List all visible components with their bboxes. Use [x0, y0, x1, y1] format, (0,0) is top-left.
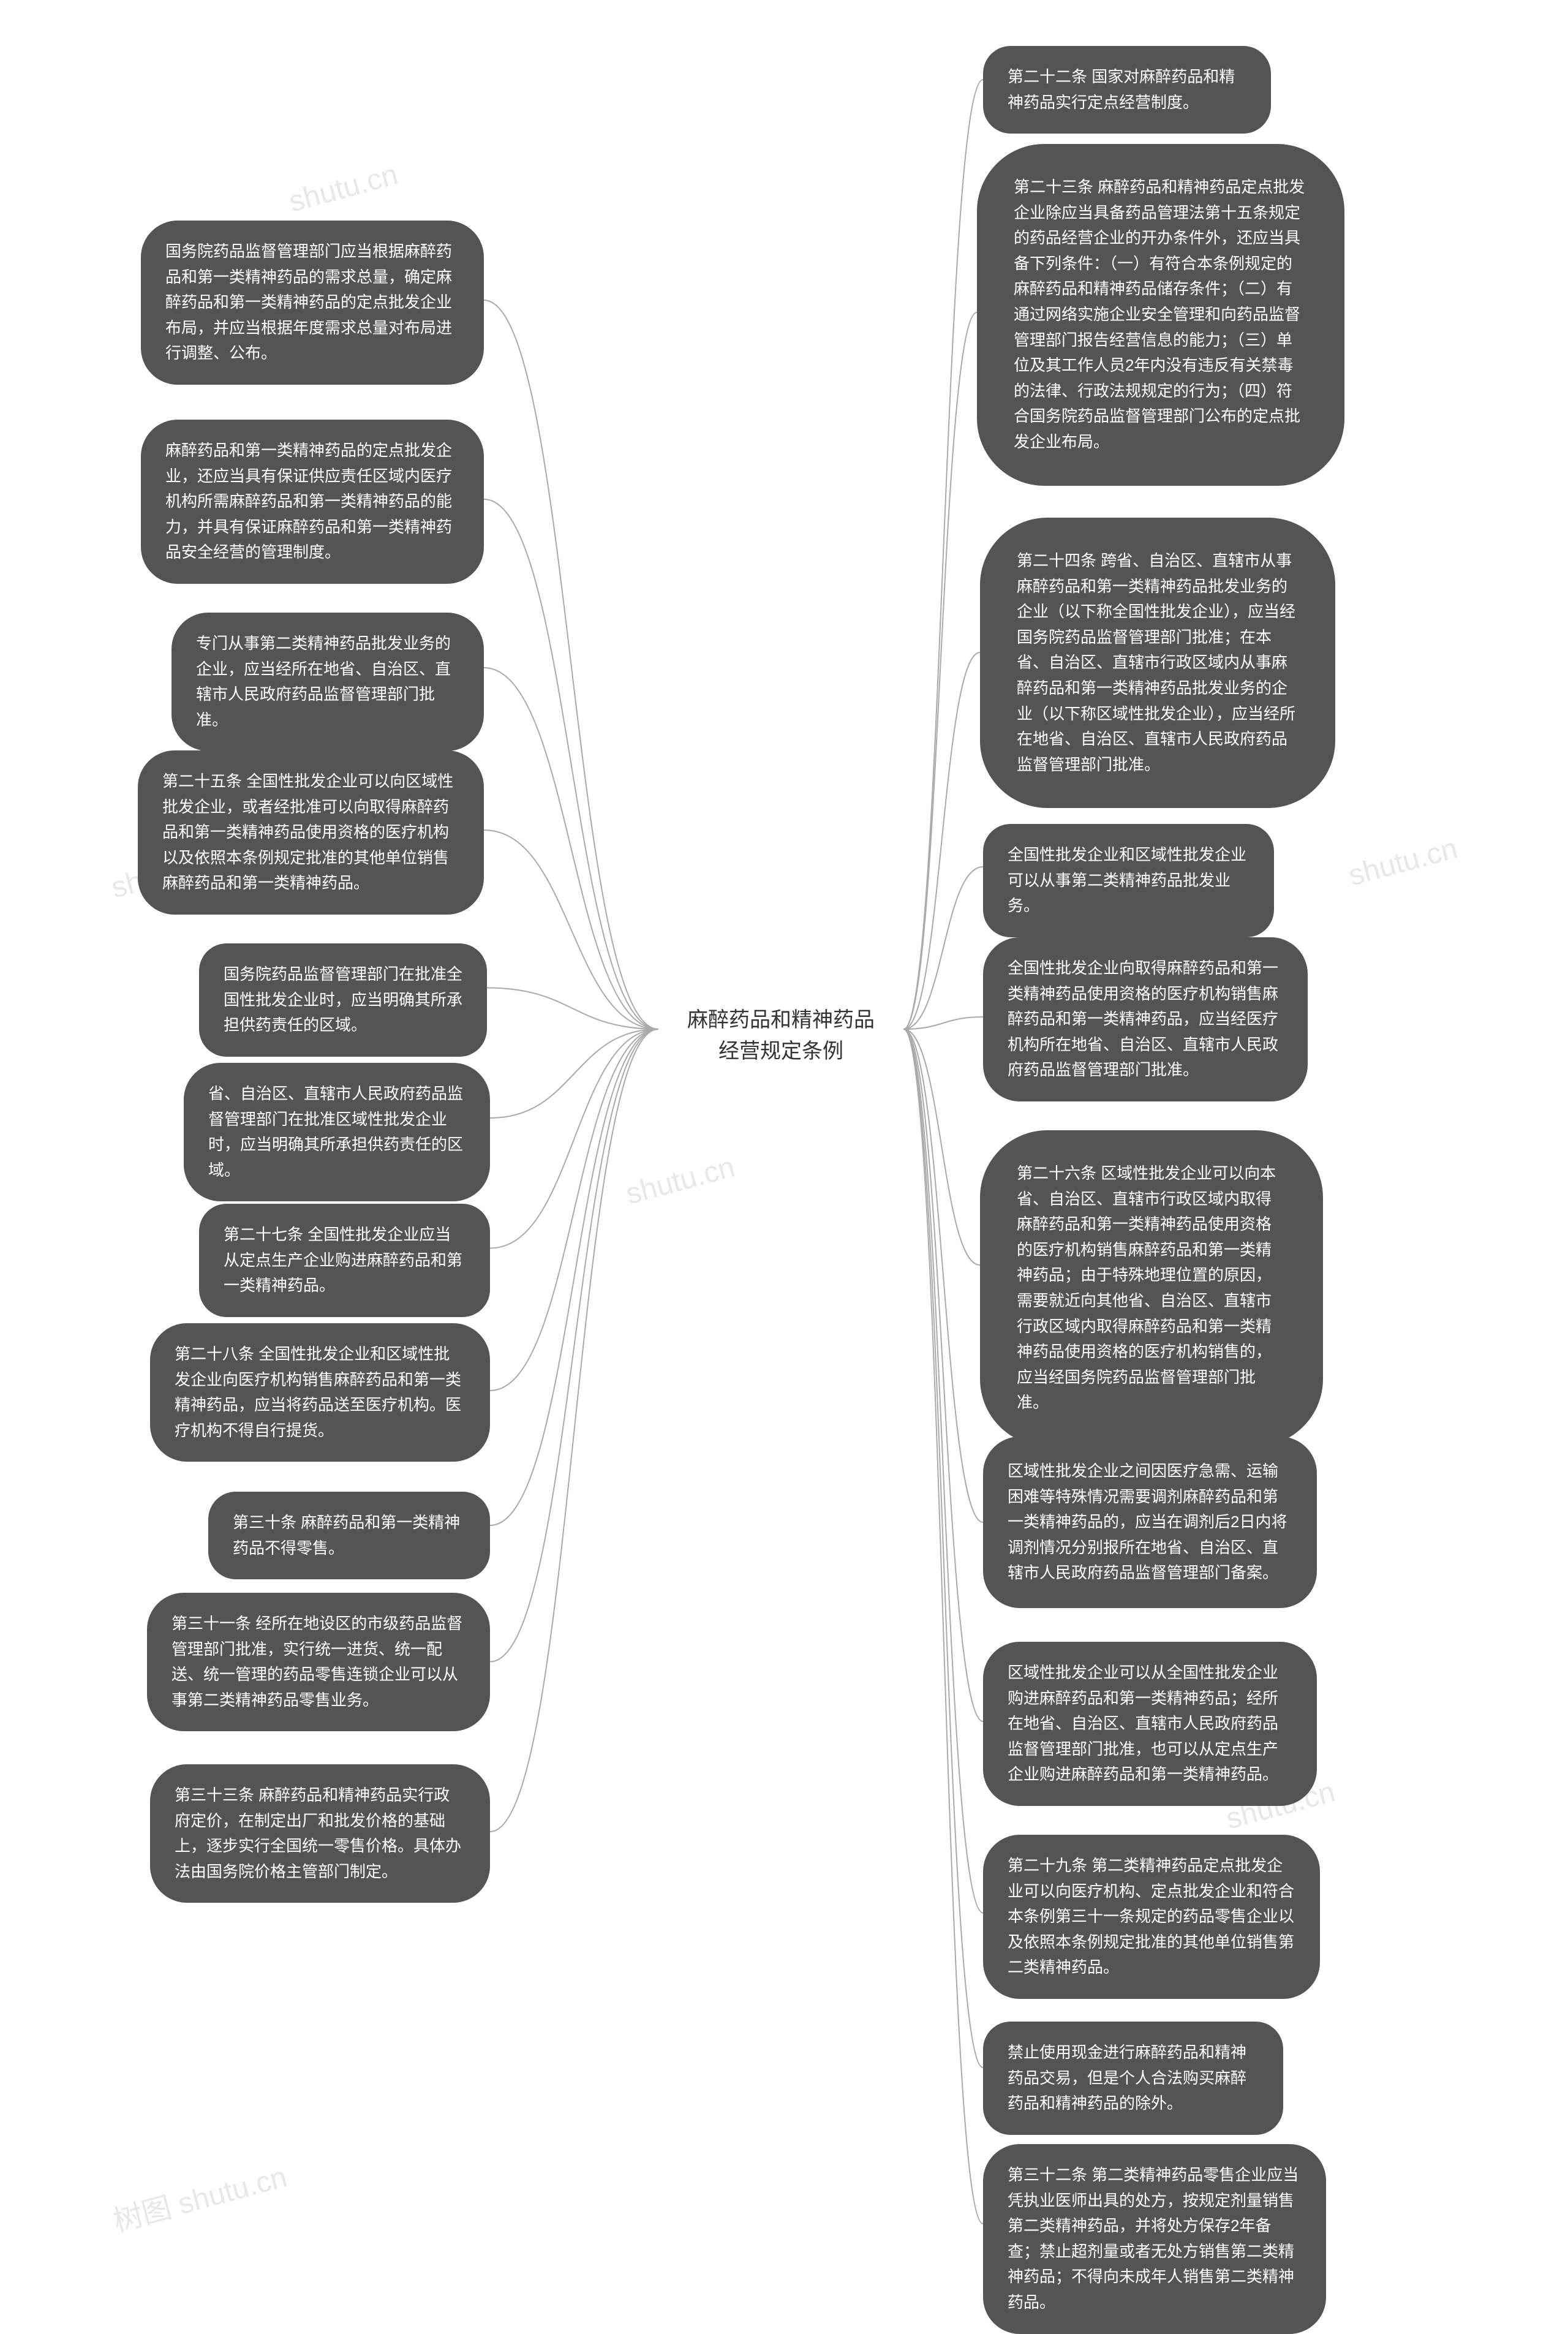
left-node: 第二十七条 全国性批发企业应当从定点生产企业购进麻醉药品和第一类精神药品。: [199, 1204, 490, 1317]
center-node: 麻醉药品和精神药品经营规定条例: [658, 986, 903, 1086]
right-node: 全国性批发企业向取得麻醉药品和第一类精神药品使用资格的医疗机构销售麻醉药品和第一…: [983, 937, 1308, 1101]
left-node-text: 国务院药品监督管理部门应当根据麻醉药品和第一类精神药品的需求总量，确定麻醉药品和…: [165, 239, 459, 366]
right-node-text: 第二十九条 第二类精神药品定点批发企业可以向医疗机构、定点批发企业和符合本条例第…: [1008, 1853, 1295, 1981]
left-node-text: 专门从事第二类精神药品批发业务的企业，应当经所在地省、自治区、直辖市人民政府药品…: [196, 631, 459, 733]
right-node: 第二十九条 第二类精神药品定点批发企业可以向医疗机构、定点批发企业和符合本条例第…: [983, 1835, 1320, 1999]
watermark: shutu.cn: [1345, 831, 1461, 893]
left-node-text: 麻醉药品和第一类精神药品的定点批发企业，还应当具有保证供应责任区域内医疗机构所需…: [165, 438, 459, 565]
right-node-text: 区域性批发企业之间因医疗急需、运输困难等特殊情况需要调剂麻醉药品和第一类精神药品…: [1008, 1459, 1292, 1586]
right-node: 第二十四条 跨省、自治区、直辖市从事麻醉药品和第一类精神药品批发业务的企业（以下…: [980, 518, 1335, 808]
left-node: 第三十三条 麻醉药品和精神药品实行政府定价，在制定出厂和批发价格的基础上，逐步实…: [150, 1764, 490, 1903]
left-node-text: 省、自治区、直辖市人民政府药品监督管理部门在批准区域性批发企业时，应当明确其所承…: [208, 1081, 466, 1183]
right-node-text: 全国性批发企业和区域性批发企业可以从事第二类精神药品批发业务。: [1008, 842, 1250, 919]
right-node: 区域性批发企业可以从全国性批发企业购进麻醉药品和第一类精神药品；经所在地省、自治…: [983, 1642, 1317, 1806]
right-node-text: 全国性批发企业向取得麻醉药品和第一类精神药品使用资格的医疗机构销售麻醉药品和第一…: [1008, 956, 1283, 1083]
left-node-text: 第三十三条 麻醉药品和精神药品实行政府定价，在制定出厂和批发价格的基础上，逐步实…: [175, 1783, 466, 1884]
right-node: 全国性批发企业和区域性批发企业可以从事第二类精神药品批发业务。: [983, 824, 1274, 937]
left-node-text: 第三十一条 经所在地设区的市级药品监督管理部门批准，实行统一进货、统一配送、统一…: [172, 1611, 466, 1713]
right-node-text: 区域性批发企业可以从全国性批发企业购进麻醉药品和第一类精神药品；经所在地省、自治…: [1008, 1660, 1292, 1788]
left-node-text: 第二十八条 全国性批发企业和区域性批发企业向医疗机构销售麻醉药品和第一类精神药品…: [175, 1342, 466, 1443]
left-node-text: 第三十条 麻醉药品和第一类精神药品不得零售。: [233, 1510, 466, 1561]
left-node-text: 第二十五条 全国性批发企业可以向区域性批发企业，或者经批准可以向取得麻醉药品和第…: [162, 769, 459, 896]
right-node-text: 第二十四条 跨省、自治区、直辖市从事麻醉药品和第一类精神药品批发业务的企业（以下…: [1017, 548, 1298, 777]
right-node: 第二十三条 麻醉药品和精神药品定点批发企业除应当具备药品管理法第十五条规定的药品…: [977, 144, 1344, 486]
watermark: shutu.cn: [622, 1150, 739, 1211]
right-node: 第二十二条 国家对麻醉药品和精神药品实行定点经营制度。: [983, 46, 1271, 134]
center-title: 麻醉药品和精神药品经营规定条例: [687, 1008, 875, 1063]
right-node: 第三十二条 第二类精神药品零售企业应当凭执业医师出具的处方，按规定剂量销售第二类…: [983, 2144, 1326, 2334]
right-node-text: 第二十三条 麻醉药品和精神药品定点批发企业除应当具备药品管理法第十五条规定的药品…: [1014, 175, 1308, 455]
watermark: shutu.cn: [285, 157, 402, 219]
left-node: 专门从事第二类精神药品批发业务的企业，应当经所在地省、自治区、直辖市人民政府药品…: [172, 613, 484, 751]
left-node-text: 第二十七条 全国性批发企业应当从定点生产企业购进麻醉药品和第一类精神药品。: [224, 1222, 466, 1299]
left-node: 第二十五条 全国性批发企业可以向区域性批发企业，或者经批准可以向取得麻醉药品和第…: [138, 750, 484, 915]
left-node: 国务院药品监督管理部门应当根据麻醉药品和第一类精神药品的需求总量，确定麻醉药品和…: [141, 221, 484, 385]
left-node: 第三十一条 经所在地设区的市级药品监督管理部门批准，实行统一进货、统一配送、统一…: [147, 1593, 490, 1731]
left-node: 省、自治区、直辖市人民政府药品监督管理部门在批准区域性批发企业时，应当明确其所承…: [184, 1063, 490, 1201]
left-node: 第三十条 麻醉药品和第一类精神药品不得零售。: [208, 1492, 490, 1579]
right-node-text: 第二十二条 国家对麻醉药品和精神药品实行定点经营制度。: [1008, 64, 1246, 115]
left-node-text: 国务院药品监督管理部门在批准全国性批发企业时，应当明确其所承担供药责任的区域。: [224, 962, 462, 1038]
right-node-text: 第三十二条 第二类精神药品零售企业应当凭执业医师出具的处方，按规定剂量销售第二类…: [1008, 2162, 1302, 2316]
left-node: 第二十八条 全国性批发企业和区域性批发企业向医疗机构销售麻醉药品和第一类精神药品…: [150, 1323, 490, 1462]
right-node: 禁止使用现金进行麻醉药品和精神药品交易，但是个人合法购买麻醉药品和精神药品的除外…: [983, 2022, 1283, 2135]
right-node-text: 第二十六条 区域性批发企业可以向本省、自治区、直辖市行政区域内取得麻醉药品和第一…: [1017, 1161, 1286, 1416]
left-node: 国务院药品监督管理部门在批准全国性批发企业时，应当明确其所承担供药责任的区域。: [199, 943, 487, 1057]
watermark: 树图 shutu.cn: [108, 2153, 291, 2240]
right-node-text: 禁止使用现金进行麻醉药品和精神药品交易，但是个人合法购买麻醉药品和精神药品的除外…: [1008, 2040, 1259, 2117]
left-node: 麻醉药品和第一类精神药品的定点批发企业，还应当具有保证供应责任区域内医疗机构所需…: [141, 420, 484, 584]
right-node: 区域性批发企业之间因医疗急需、运输困难等特殊情况需要调剂麻醉药品和第一类精神药品…: [983, 1437, 1317, 1608]
right-node: 第二十六条 区域性批发企业可以向本省、自治区、直辖市行政区域内取得麻醉药品和第一…: [980, 1130, 1323, 1446]
